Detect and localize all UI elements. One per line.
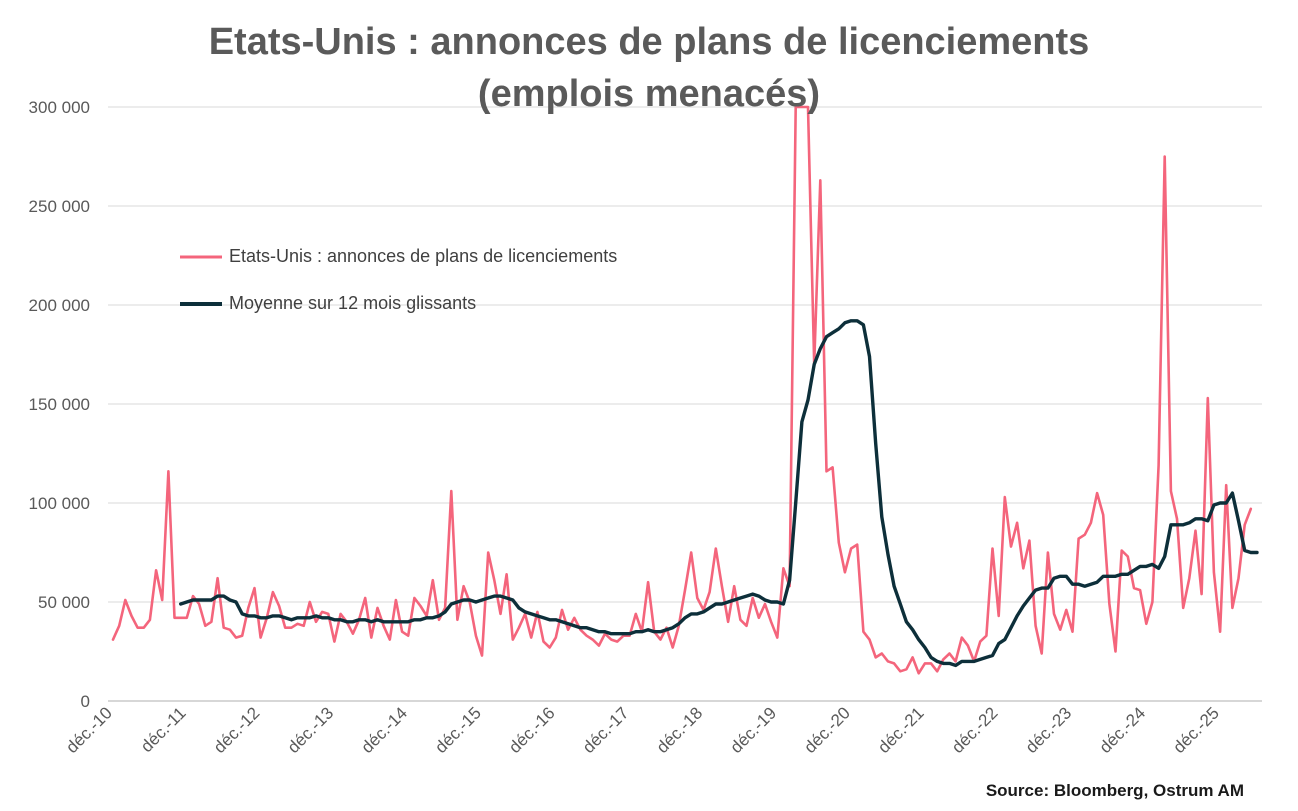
series-lines — [111, 105, 1259, 675]
y-axis-ticks: 0 50 000 100 000 150 000 200 000 250 000 300 0… — [29, 98, 90, 711]
y-tick-label: 50 000 — [38, 593, 90, 612]
chart-title-line-2: (emplois menacés) — [478, 73, 820, 115]
y-tick-label: 250 000 — [29, 197, 90, 216]
chart-title-line-1: Etats-Unis : annonces de plans de licenc… — [209, 21, 1090, 63]
gridlines — [108, 106, 1262, 603]
y-tick-label: 0 — [81, 692, 90, 711]
source-note: Source: Bloomberg, Ostrum AM — [986, 781, 1244, 800]
y-tick-label: 150 000 — [29, 395, 90, 414]
series-line-layoffs — [111, 105, 1253, 675]
series-line-moving-average — [179, 319, 1259, 668]
y-tick-label: 300 000 — [29, 98, 90, 117]
y-tick-label: 200 000 — [29, 296, 90, 315]
y-tick-label: 100 000 — [29, 494, 90, 513]
legend-label-layoffs: Etats-Unis : annonces de plans de licenc… — [229, 246, 617, 266]
legend: Etats-Unis : annonces de plans de licenc… — [180, 246, 617, 313]
legend-label-moving-average: Moyenne sur 12 mois glissants — [229, 293, 476, 313]
